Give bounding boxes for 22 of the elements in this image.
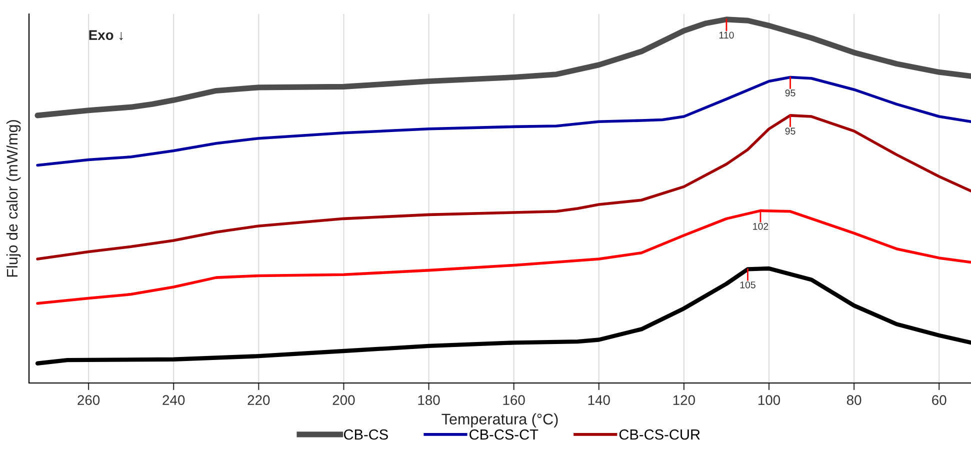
- x-tick-label: 120: [673, 395, 695, 406]
- x-tick-label: 200: [332, 395, 355, 406]
- x-tick-label: 240: [162, 395, 185, 406]
- x-tick-label: 80: [846, 395, 862, 406]
- legend-label: CB-CS-CT: [470, 429, 538, 440]
- annotation: 95: [785, 128, 796, 135]
- y-axis-title: Flujo de calor (mW/mg): [6, 120, 21, 277]
- x-tick-label: 160: [503, 395, 525, 406]
- x-tick-label: 180: [418, 395, 440, 406]
- legend-label: CB-CS-CUR: [619, 429, 700, 440]
- x-tick-label: 100: [758, 395, 780, 406]
- annotation: 95: [785, 90, 796, 96]
- x-axis-title: Temperatura (°C): [442, 413, 558, 428]
- x-tick-label: 220: [248, 395, 270, 406]
- legend-label: CB-CS: [344, 429, 388, 440]
- annotation: 110: [719, 32, 734, 39]
- x-tick-label: 60: [932, 395, 946, 406]
- annotation: 102: [753, 222, 768, 230]
- x-tick-label: 260: [78, 395, 100, 406]
- annotation: 105: [740, 281, 756, 288]
- annotation: Exo ↓: [89, 30, 123, 40]
- x-tick-label: 140: [588, 395, 610, 406]
